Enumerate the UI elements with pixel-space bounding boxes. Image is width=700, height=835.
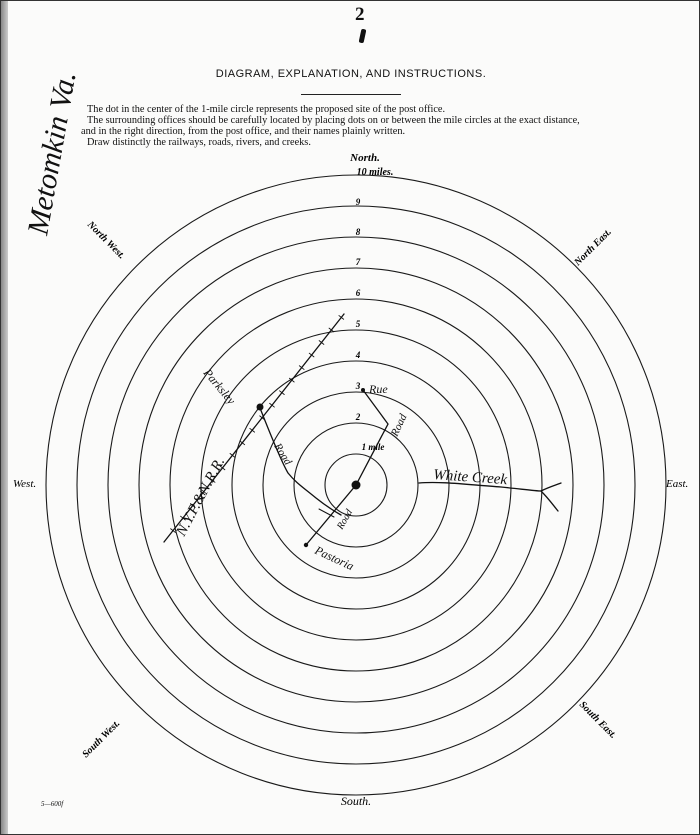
mile-ring-2 xyxy=(293,422,419,548)
mile-ring-1 xyxy=(324,453,388,517)
instruction-line: The surrounding offices should be carefu… xyxy=(87,115,580,126)
railroad-tie xyxy=(219,465,226,471)
handwritten-labels: Metomkin Va. Parksley Rue Pastoria N.Y.P… xyxy=(21,69,508,573)
railroad-line xyxy=(163,313,345,543)
railroad-tie xyxy=(249,427,256,433)
instruction-line: and in the right direction, from the pos… xyxy=(81,126,406,137)
compass-south-west: South West. xyxy=(80,718,122,760)
handwritten-features xyxy=(163,313,562,546)
label-railroad: N.Y.P.&N.R.R. xyxy=(173,455,228,540)
ring-label-9: 9 xyxy=(356,197,361,207)
ring-label-1: 1 mile xyxy=(362,442,385,452)
label-road-northeast: Road xyxy=(388,412,409,439)
railroad-tie xyxy=(279,390,285,395)
ring-label-10: 10 miles. xyxy=(357,167,394,178)
label-parksley: Parksley xyxy=(200,365,239,407)
ring-label-7: 7 xyxy=(356,257,361,267)
railroad-tie xyxy=(180,515,186,521)
label-rue: Rue xyxy=(368,382,388,396)
scan-binding-edge xyxy=(1,1,8,834)
compass-south: South. xyxy=(341,794,371,808)
mile-rings xyxy=(45,174,667,796)
instruction-line: The dot in the center of the 1-mile circ… xyxy=(87,104,446,115)
office-name-handwritten: Metomkin Va. xyxy=(21,69,82,238)
railroad-tie xyxy=(199,490,206,496)
mile-ring-7 xyxy=(138,267,574,703)
rue-dot xyxy=(361,388,365,392)
railroad-tie xyxy=(298,365,305,370)
railroad-tie xyxy=(170,528,176,533)
instruction-line: Draw distinctly the railways, roads, riv… xyxy=(87,137,311,148)
railroad-tie xyxy=(229,453,236,458)
railroad-tie xyxy=(239,440,246,446)
mile-ring-10 xyxy=(45,174,667,796)
railroad-tie xyxy=(269,402,275,408)
ring-label-3: 3 xyxy=(355,381,361,391)
compass-north-east: North East. xyxy=(572,227,614,269)
page-number: 2 xyxy=(355,4,365,25)
ring-label-8: 8 xyxy=(356,227,361,237)
railroad-tie xyxy=(189,503,196,508)
label-white-creek: White Creek xyxy=(433,467,508,488)
compass-north-west: North West. xyxy=(84,219,127,262)
ring-label-6: 6 xyxy=(356,288,361,298)
railroad-tie xyxy=(209,478,216,483)
railroad-tie xyxy=(328,327,335,333)
white-creek-branch xyxy=(540,490,559,512)
mile-ring-5 xyxy=(200,329,512,641)
road-parksley xyxy=(259,407,342,516)
mile-ring-3 xyxy=(262,391,450,579)
pastoria-dot xyxy=(303,542,309,548)
ring-label-4: 4 xyxy=(355,350,361,360)
compass-labels: North. South. West. East. North West. No… xyxy=(13,152,688,808)
mile-ring-6 xyxy=(169,298,543,672)
mile-ring-9 xyxy=(76,205,636,765)
railroad-tie xyxy=(338,315,345,320)
railroad-tie xyxy=(288,377,295,383)
road-mark xyxy=(318,508,335,518)
page-title: DIAGRAM, EXPLANATION, AND INSTRUCTIONS. xyxy=(215,68,487,80)
white-creek xyxy=(418,481,562,492)
compass-north: North. xyxy=(349,152,380,164)
railroad-tie xyxy=(308,352,315,358)
mile-ring-8 xyxy=(107,236,605,734)
title-rule xyxy=(301,94,401,95)
ring-label-2: 2 xyxy=(355,412,361,422)
ring-label-5: 5 xyxy=(356,319,361,329)
parksley-dot xyxy=(256,403,264,411)
compass-east: East. xyxy=(665,478,688,490)
compass-west: West. xyxy=(13,478,36,490)
compass-south-east: South East. xyxy=(577,699,619,741)
form-number: 5—600f xyxy=(41,800,64,808)
ring-labels: 1 mile 2 3 4 5 6 7 8 9 10 miles. xyxy=(355,167,394,452)
railroad-tie xyxy=(318,340,325,345)
